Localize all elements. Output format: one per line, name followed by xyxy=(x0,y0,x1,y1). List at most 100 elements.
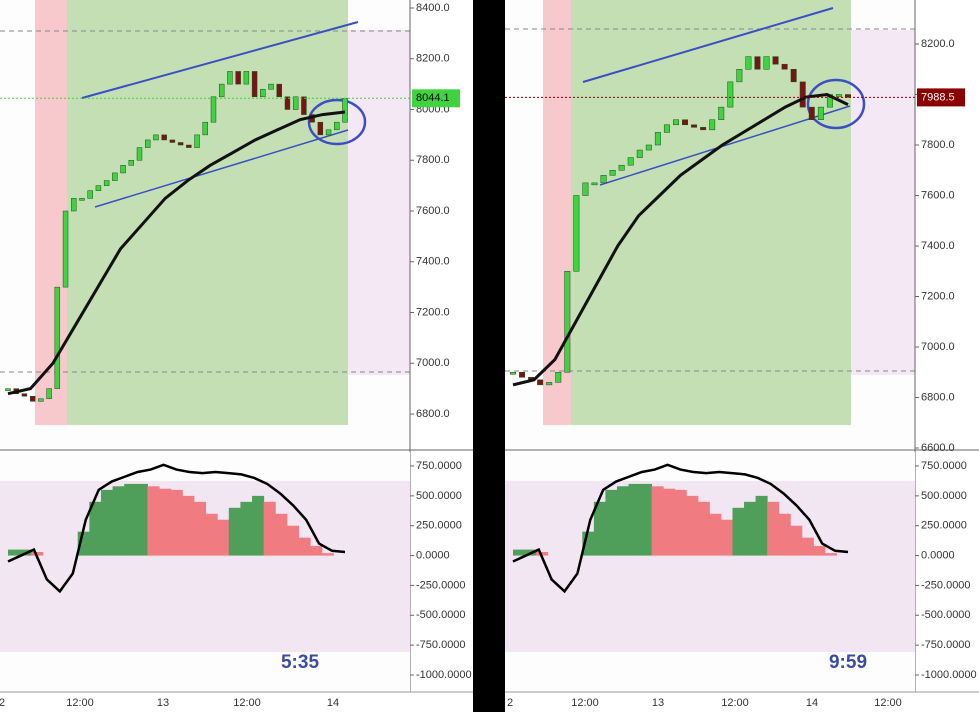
x-tick-label: 14 xyxy=(806,697,818,709)
osc-bar xyxy=(89,501,102,556)
x-tick-label: 12:00 xyxy=(721,697,749,709)
candle xyxy=(342,98,348,123)
osc-bar xyxy=(744,501,757,556)
y-tick-label: -500.0000 xyxy=(921,609,971,621)
osc-bar xyxy=(124,483,137,556)
osc-bar xyxy=(674,489,687,556)
candle xyxy=(251,71,258,98)
candle xyxy=(128,160,135,166)
osc-bar xyxy=(813,546,826,556)
candle xyxy=(709,119,716,131)
candle xyxy=(718,106,725,120)
highlight-circle xyxy=(307,98,367,146)
osc-line xyxy=(7,463,346,594)
candle xyxy=(153,134,159,141)
candle xyxy=(691,124,698,128)
osc-bar xyxy=(824,553,837,556)
candle xyxy=(218,83,225,98)
candle xyxy=(537,379,544,386)
y-tick-label: -1000.0000 xyxy=(921,669,977,681)
candle xyxy=(177,142,184,146)
osc-bar xyxy=(263,501,276,556)
y-tick-label: 7000.0 xyxy=(416,357,450,369)
candle xyxy=(194,134,200,148)
x-tick-label: 2 xyxy=(0,697,5,709)
osc-bar xyxy=(112,486,125,556)
osc-bar xyxy=(310,546,323,556)
osc-bar xyxy=(8,549,21,556)
trend-line xyxy=(582,7,834,83)
y-tick-label: 7600.0 xyxy=(416,205,450,217)
candle xyxy=(325,129,332,136)
x-tick-label: 12:00 xyxy=(874,697,902,709)
trend-line xyxy=(81,21,359,99)
x-tick-label: 13 xyxy=(157,697,169,709)
candle xyxy=(54,286,61,389)
y-tick-label: 8200.0 xyxy=(921,38,955,50)
osc-bar xyxy=(205,513,218,556)
osc-bar xyxy=(31,551,44,556)
candle xyxy=(835,94,842,97)
candle xyxy=(284,96,291,110)
last-price-label: 7988.5 xyxy=(921,91,955,103)
osc-bar xyxy=(686,495,699,556)
candle xyxy=(62,210,69,288)
time-stamp: 5:35 xyxy=(281,652,319,673)
y-tick-label: 7800.0 xyxy=(921,139,955,151)
y-tick-label: -750.0000 xyxy=(921,639,971,651)
candle xyxy=(243,71,250,85)
candle xyxy=(555,372,562,383)
osc-bar xyxy=(697,501,710,556)
osc-bar xyxy=(767,501,780,556)
osc-bar xyxy=(228,507,241,556)
osc-bar xyxy=(159,488,172,556)
y-tick-label: 750.0000 xyxy=(416,460,462,472)
moving-average xyxy=(512,92,849,387)
candle xyxy=(591,182,598,186)
pane-shade xyxy=(851,30,915,375)
y-tick-label: 0.0000 xyxy=(921,549,955,561)
osc-bar xyxy=(801,537,814,556)
osc-bar xyxy=(193,501,207,556)
candle xyxy=(519,372,526,378)
y-tick-label: 6600.0 xyxy=(921,442,955,454)
candle xyxy=(186,144,192,148)
y-tick-label: 7400.0 xyxy=(416,256,450,268)
candle xyxy=(645,144,652,151)
osc-bar xyxy=(182,495,195,556)
candle xyxy=(817,106,824,120)
osc-bar xyxy=(536,551,549,556)
x-tick-label: 12:00 xyxy=(571,697,599,709)
candle xyxy=(573,195,580,272)
y-tick-label: 7000.0 xyxy=(921,341,955,353)
pink-zone xyxy=(35,0,67,425)
candle xyxy=(799,81,806,108)
osc-bar xyxy=(593,501,606,556)
moving-average xyxy=(7,110,346,396)
candle xyxy=(754,56,761,70)
last-price-label: 8044.1 xyxy=(416,92,450,104)
y-tick-label: 500.0000 xyxy=(416,490,462,502)
osc-line xyxy=(512,463,849,594)
candle xyxy=(276,83,282,98)
y-tick-label: 0.0000 xyxy=(416,549,450,561)
osc-bar xyxy=(778,513,791,556)
last-price-box xyxy=(917,88,965,107)
y-tick-label: -1000.0000 xyxy=(416,669,472,681)
osc-bar xyxy=(135,483,148,556)
green-zone xyxy=(67,0,348,425)
y-tick-label: 7400.0 xyxy=(921,240,955,252)
osc-bar xyxy=(100,489,114,556)
x-tick-label: 14 xyxy=(327,697,339,709)
candle xyxy=(727,81,734,108)
osc-shade xyxy=(505,481,915,652)
osc-bar xyxy=(252,495,265,556)
candle xyxy=(260,88,266,98)
candle xyxy=(103,180,110,186)
y-tick-label: 250.0000 xyxy=(921,520,967,532)
candle xyxy=(95,185,102,191)
candle xyxy=(79,198,85,201)
candle xyxy=(600,175,607,184)
candle xyxy=(845,94,851,98)
candle xyxy=(763,56,770,70)
